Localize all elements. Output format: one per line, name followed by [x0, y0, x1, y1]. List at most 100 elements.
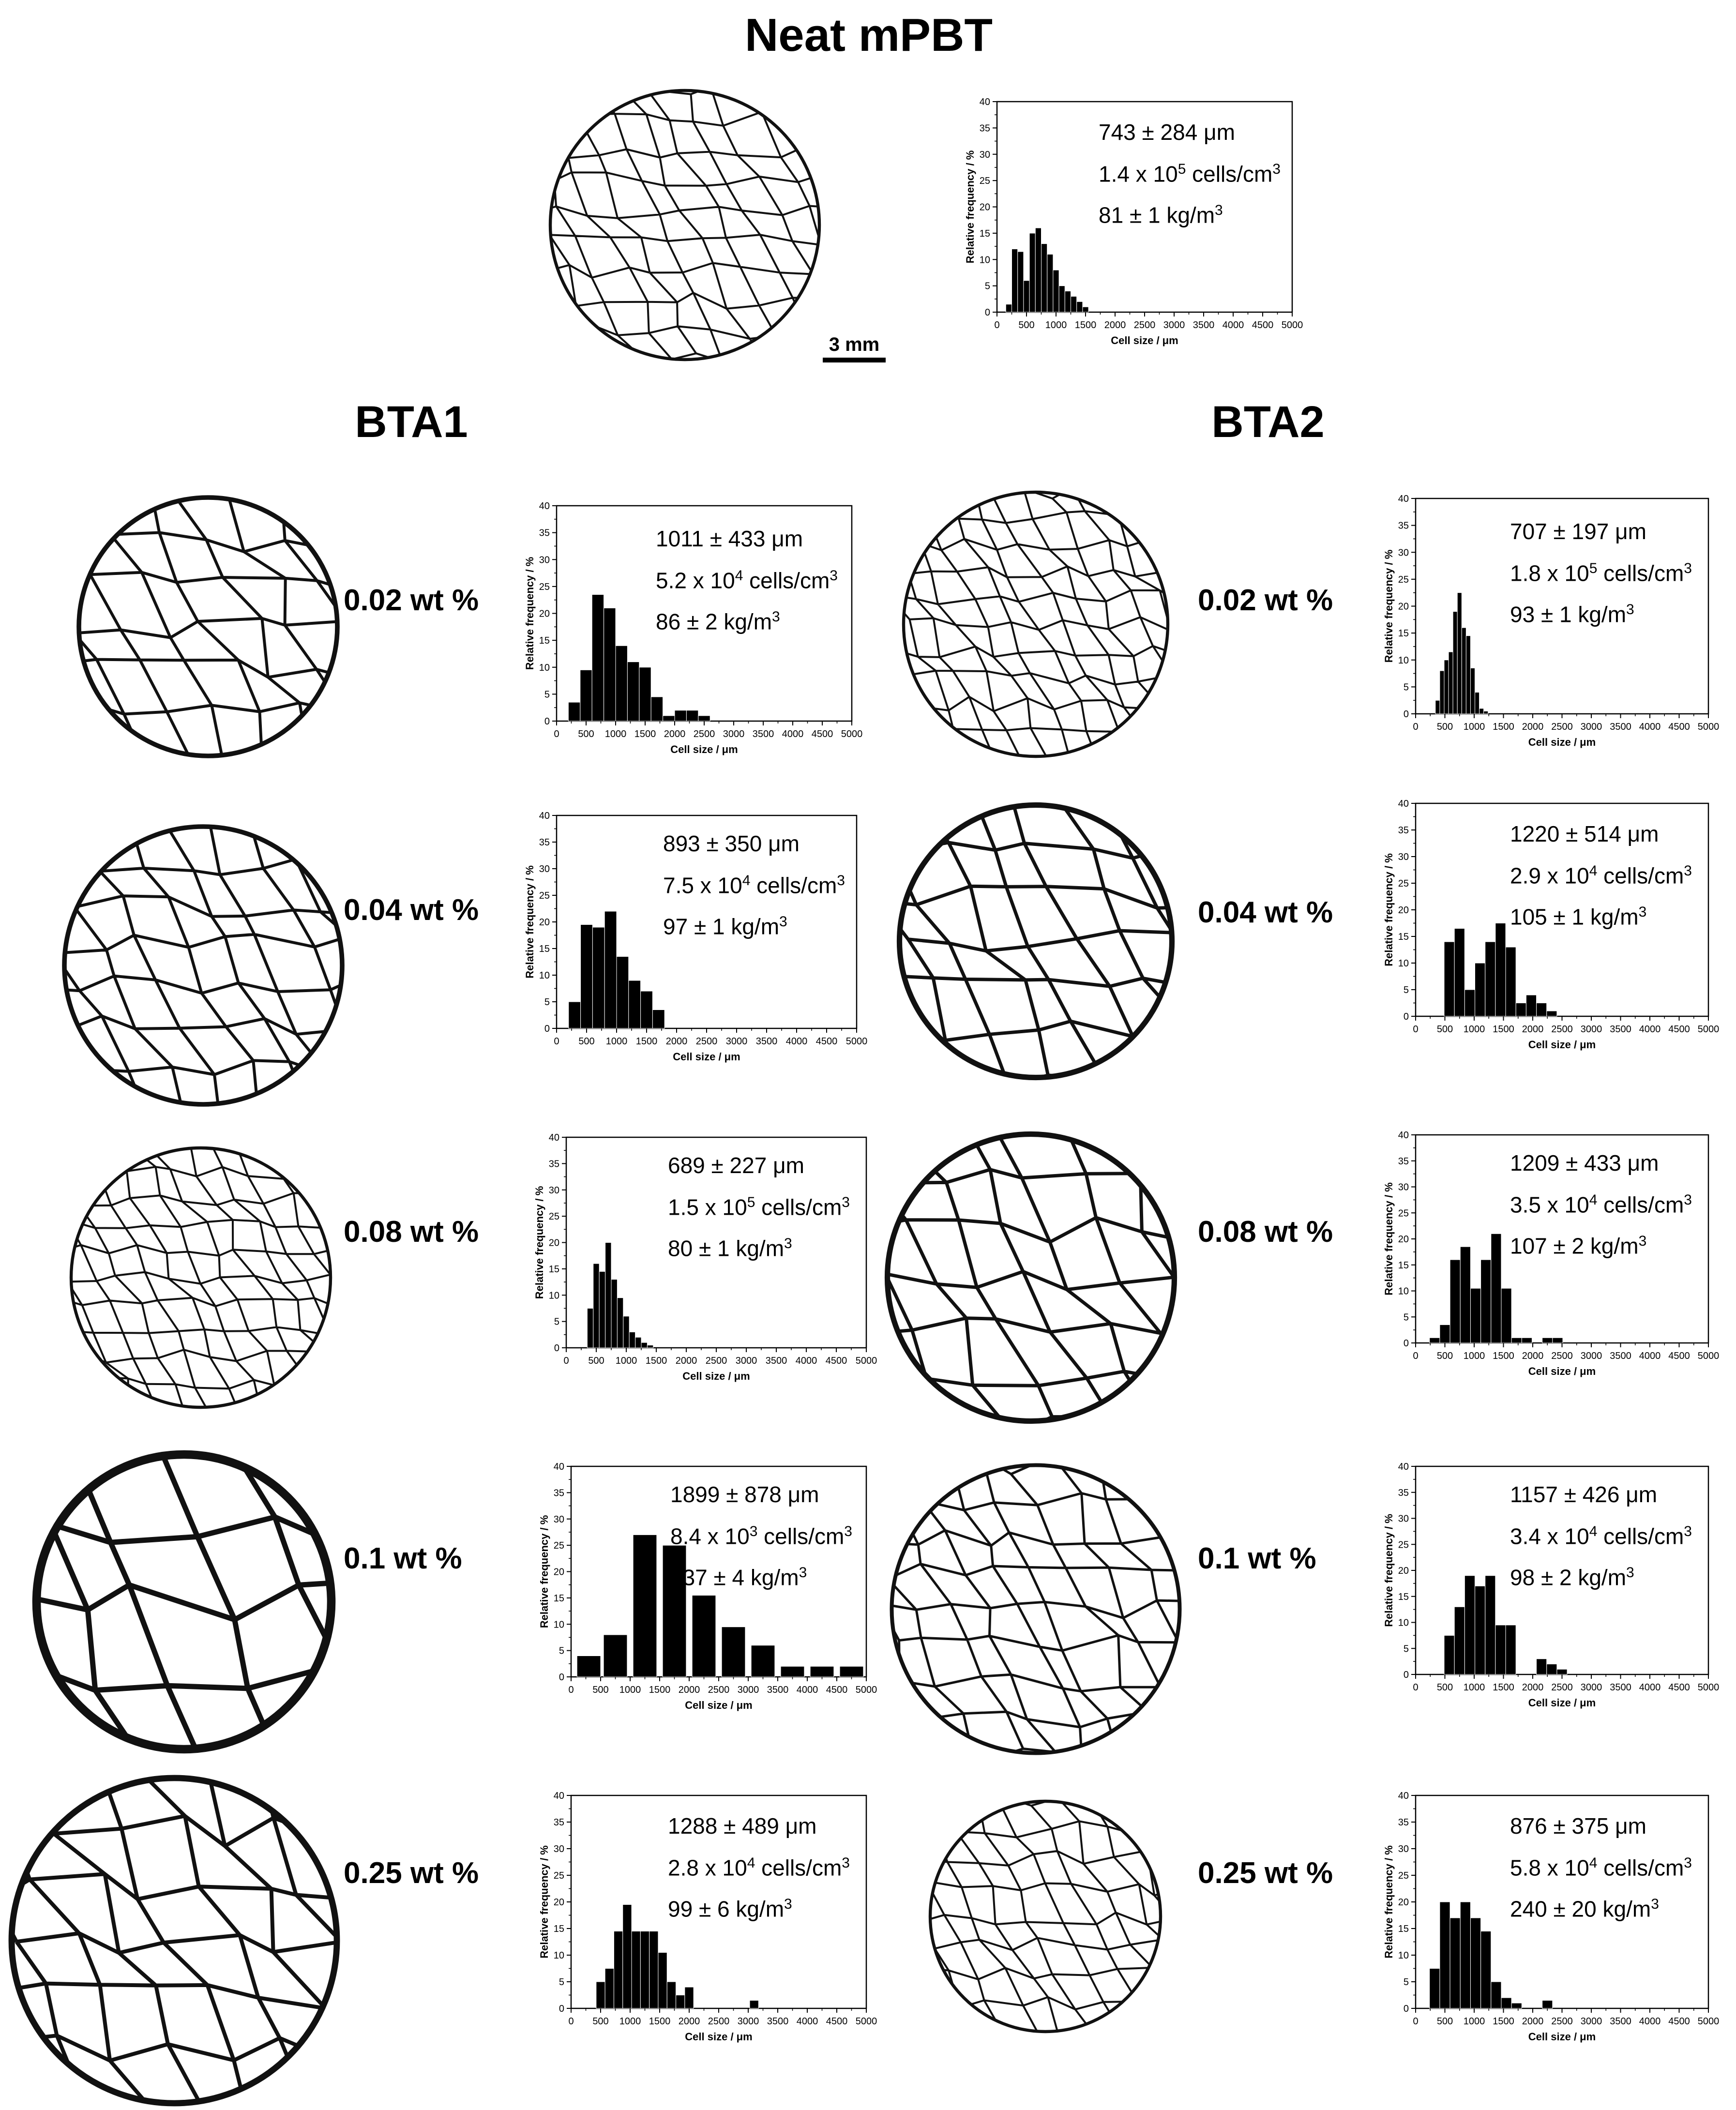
- x-tick-label: 3500: [1610, 722, 1631, 732]
- histogram-bar: [1501, 1997, 1512, 2009]
- cell-density-stat: 2.8 x 104 cells/cm3: [668, 1855, 850, 1881]
- y-tick-label: 0: [544, 716, 550, 727]
- x-axis-label: Cell size / μm: [1528, 2031, 1596, 2043]
- x-tick-label: 500: [1437, 722, 1453, 732]
- histogram-bar: [1444, 941, 1455, 1017]
- x-tick-label: 5000: [1698, 1682, 1720, 1693]
- y-tick-label: 30: [539, 864, 550, 874]
- histogram-bar: [568, 702, 581, 722]
- y-tick-label: 40: [1398, 1130, 1409, 1141]
- y-tick-label: 30: [554, 1514, 564, 1525]
- x-tick-label: 5000: [846, 1036, 868, 1047]
- y-tick-label: 0: [544, 1024, 550, 1034]
- histogram-bar: [751, 1645, 775, 1677]
- y-tick-label: 25: [554, 1870, 564, 1881]
- foam-outline: [8, 1775, 340, 2107]
- x-tick-label: 2500: [1551, 1024, 1573, 1035]
- x-tick-label: 3500: [767, 2016, 789, 2027]
- x-axis-label: Cell size / μm: [1528, 1697, 1596, 1709]
- x-tick-label: 1000: [605, 729, 627, 739]
- foam-cell-walls: [10, 1776, 339, 2105]
- histogram-bar: [633, 1534, 657, 1677]
- histogram-bar: [1460, 1901, 1471, 2009]
- histogram-bar: [591, 594, 604, 722]
- cell-size-stat: 876 ± 375 μm: [1510, 1813, 1646, 1839]
- histogram-bar: [1542, 2000, 1553, 2009]
- foam-cell-walls: [886, 1132, 1176, 1423]
- x-tick-label: 0: [1413, 1351, 1418, 1361]
- foam-outline: [69, 1146, 332, 1409]
- conc-label-bta2-025: 0.25 wt %: [1198, 1856, 1333, 1890]
- x-tick-label: 3000: [726, 1036, 748, 1047]
- x-tick-label: 2500: [1551, 2016, 1573, 2027]
- x-tick-label: 1500: [1075, 320, 1097, 331]
- foam-cell-network: [549, 90, 820, 361]
- foam-image-bta2-004: [896, 802, 1175, 1081]
- histogram-bar: [1480, 1259, 1492, 1343]
- histogram-bar: [616, 956, 629, 1029]
- chart-svg: 0 500 1000 1500 2000 2500 3000 3500 4000 4500 5000…: [1383, 1791, 1719, 2043]
- x-tick-label: 2000: [1104, 320, 1126, 331]
- y-tick-label: 25: [549, 1211, 559, 1222]
- histogram-bar: [1439, 670, 1445, 714]
- y-tick-label: 0: [1404, 1338, 1409, 1349]
- x-tick-label: 1500: [649, 2016, 671, 2027]
- chart-bta2-004: 0 500 1000 1500 2000 2500 3000 3500 4000 4500 5000…: [1379, 799, 1719, 1055]
- foam-density-stat: 137 ± 4 kg/m3: [670, 1565, 807, 1590]
- histogram-bar: [631, 1931, 641, 2009]
- chart-svg: 0 500 1000 1500 2000 2500 3000 3500 4000 4500 5000…: [1383, 1462, 1719, 1709]
- y-tick-label: 30: [554, 1844, 564, 1854]
- y-tick-label: 5: [544, 997, 550, 1008]
- x-tick-label: 2500: [1551, 1351, 1573, 1361]
- x-tick-label: 4500: [1252, 320, 1274, 331]
- x-tick-label: 2000: [1522, 1351, 1544, 1361]
- chart-svg: 0 500 1000 1500 2000 2500 3000 3500 4000 4500 5000…: [1383, 799, 1719, 1051]
- y-tick-label: 10: [554, 1619, 564, 1630]
- y-tick-label: 20: [554, 1567, 564, 1578]
- histogram-bar: [604, 607, 616, 722]
- chart-svg: 0 500 1000 1500 2000 2500 3000 3500 4000 4500 5000…: [533, 1132, 877, 1382]
- histogram-bar: [1064, 291, 1072, 313]
- foam-cell-walls: [891, 1464, 1181, 1754]
- histogram-bar: [605, 1242, 612, 1348]
- x-tick-label: 0: [1413, 1682, 1418, 1693]
- histogram-bar: [1023, 280, 1030, 313]
- x-tick-label: 1500: [1493, 2016, 1514, 2027]
- y-tick-label: 15: [1398, 1260, 1409, 1271]
- y-tick-label: 10: [1398, 1618, 1409, 1628]
- histogram-bar: [635, 1337, 642, 1348]
- y-tick-label: 15: [980, 228, 990, 239]
- histogram-bar: [1546, 1664, 1557, 1675]
- cell-density-stat: 8.4 x 103 cells/cm3: [670, 1523, 852, 1549]
- y-tick-label: 35: [1398, 1156, 1409, 1167]
- histogram-bar: [1429, 1968, 1440, 2009]
- y-tick-label: 35: [1398, 521, 1409, 531]
- histogram-bar: [628, 980, 641, 1029]
- histogram-bar: [1542, 1337, 1553, 1343]
- foam-image-neat: [548, 89, 821, 362]
- y-tick-label: 40: [1398, 1462, 1409, 1472]
- y-axis-label: Relative frequency / %: [1383, 1182, 1395, 1296]
- chart-bta1-025: 0 500 1000 1500 2000 2500 3000 3500 4000 4500 5000…: [535, 1791, 877, 2047]
- y-axis-label: Relative frequency / %: [1383, 853, 1395, 966]
- histogram-bar: [1470, 1917, 1481, 2009]
- y-tick-label: 25: [980, 176, 990, 186]
- y-tick-label: 5: [1404, 1977, 1409, 1988]
- histogram-bar: [1521, 1337, 1532, 1343]
- chart-svg: 0 500 1000 1500 2000 2500 3000 3500 4000 4500 5000…: [524, 501, 862, 755]
- y-tick-label: 15: [539, 944, 550, 954]
- chart-svg: 0 500 1000 1500 2000 2500 3000 3500 4000 4500 5000…: [524, 811, 867, 1063]
- histogram-bar: [1461, 627, 1466, 714]
- histogram-bar: [1485, 941, 1496, 1017]
- y-tick-label: 40: [539, 501, 550, 512]
- chart-svg: 0 500 1000 1500 2000 2500 3000 3500 4000 4500 5000…: [1383, 1130, 1719, 1377]
- cell-size-stat: 689 ± 227 μm: [668, 1153, 804, 1178]
- histogram-bar: [1460, 1246, 1471, 1343]
- foam-density-stat: 240 ± 20 kg/m3: [1510, 1896, 1659, 1922]
- x-axis-label: Cell size / μm: [1528, 736, 1596, 748]
- y-tick-label: 0: [1404, 1011, 1409, 1022]
- foam-density-stat: 105 ± 1 kg/m3: [1510, 904, 1647, 930]
- x-tick-label: 3000: [1581, 1024, 1602, 1035]
- y-tick-label: 0: [1404, 709, 1409, 720]
- conc-label-bta2-004: 0.04 wt %: [1198, 896, 1333, 929]
